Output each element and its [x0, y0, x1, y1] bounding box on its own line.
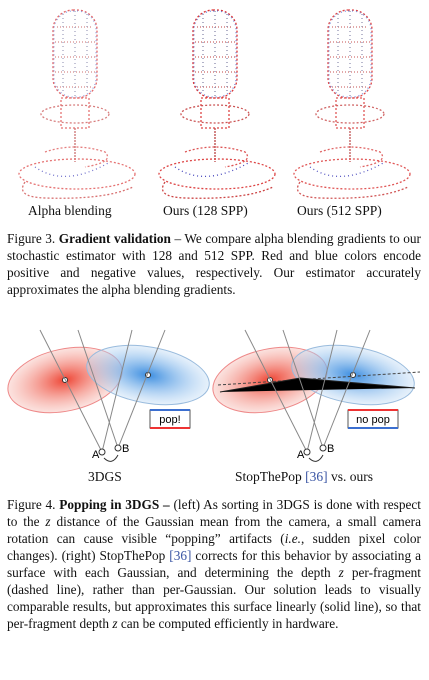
caption-text: distance of the Gaussian mean from the c…	[7, 514, 421, 546]
panel-label: Ours (512 SPP)	[297, 203, 382, 218]
label-text: vs. ours	[327, 469, 374, 484]
citation: [36]	[305, 469, 328, 484]
panel-label: Alpha blending	[28, 203, 112, 218]
figure3-caption: Figure 3. Gradient validation – We compa…	[7, 230, 421, 298]
panel-alpha	[18, 9, 136, 199]
panel-ours-128	[158, 9, 276, 199]
camera-b: B	[327, 443, 334, 455]
caption-text: , sudden pixel color changes). (right) S…	[7, 531, 421, 563]
math: z	[112, 616, 118, 631]
diagram-left: pop! A B	[7, 329, 210, 462]
camera-a: A	[92, 449, 100, 461]
figure-number: Figure 4.	[7, 497, 56, 512]
panel-ours-512	[293, 9, 411, 199]
citation: [36]	[169, 548, 192, 563]
diagram-right: no pop A B	[212, 329, 421, 462]
math: z	[338, 565, 344, 580]
bubble-text: pop!	[159, 414, 180, 426]
caption-title: Gradient validation	[58, 231, 171, 246]
camera-b: B	[122, 443, 129, 455]
caption-text: corrects for this behavior by associatin…	[7, 548, 421, 580]
label-text: StopThePop	[235, 469, 306, 484]
figure-number: Figure 3.	[7, 231, 56, 246]
panel-label: StopThePop [36] vs. ours	[235, 469, 373, 485]
panel-label: Ours (128 SPP)	[163, 203, 248, 218]
bubble-text: no pop	[356, 414, 390, 426]
math: z	[45, 514, 51, 529]
caption-text: can be computed efficiently in hardware.	[117, 616, 339, 631]
camera-a: A	[297, 449, 305, 461]
caption-text: – We compare alpha blending gradients to…	[7, 231, 421, 297]
caption-text: (left) As sorting in 3DGS is done with r…	[7, 497, 422, 529]
caption-title: Popping in 3DGS –	[59, 497, 170, 512]
caption-text: per-fragment (dashed line), rather than …	[7, 565, 421, 631]
figure4-caption: Figure 4. Popping in 3DGS – (left) As so…	[7, 496, 421, 632]
italic: i.e.	[284, 531, 301, 546]
panel-label: 3DGS	[88, 469, 122, 484]
